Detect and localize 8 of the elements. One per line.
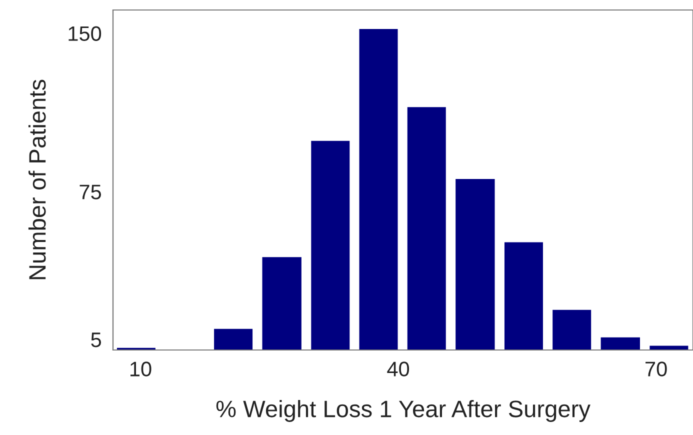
y-tick-label: 5 <box>91 332 102 348</box>
y-tick-label: 75 <box>80 184 102 200</box>
y-axis-title: Number of Patients <box>28 80 46 280</box>
y-tick-label: 150 <box>68 26 102 41</box>
x-tick-label: 70 <box>646 362 667 376</box>
x-tick-label: 10 <box>130 362 152 376</box>
x-axis-title: % Weight Loss 1 Year After Surgery <box>216 400 590 422</box>
x-tick-label: 40 <box>387 362 410 376</box>
